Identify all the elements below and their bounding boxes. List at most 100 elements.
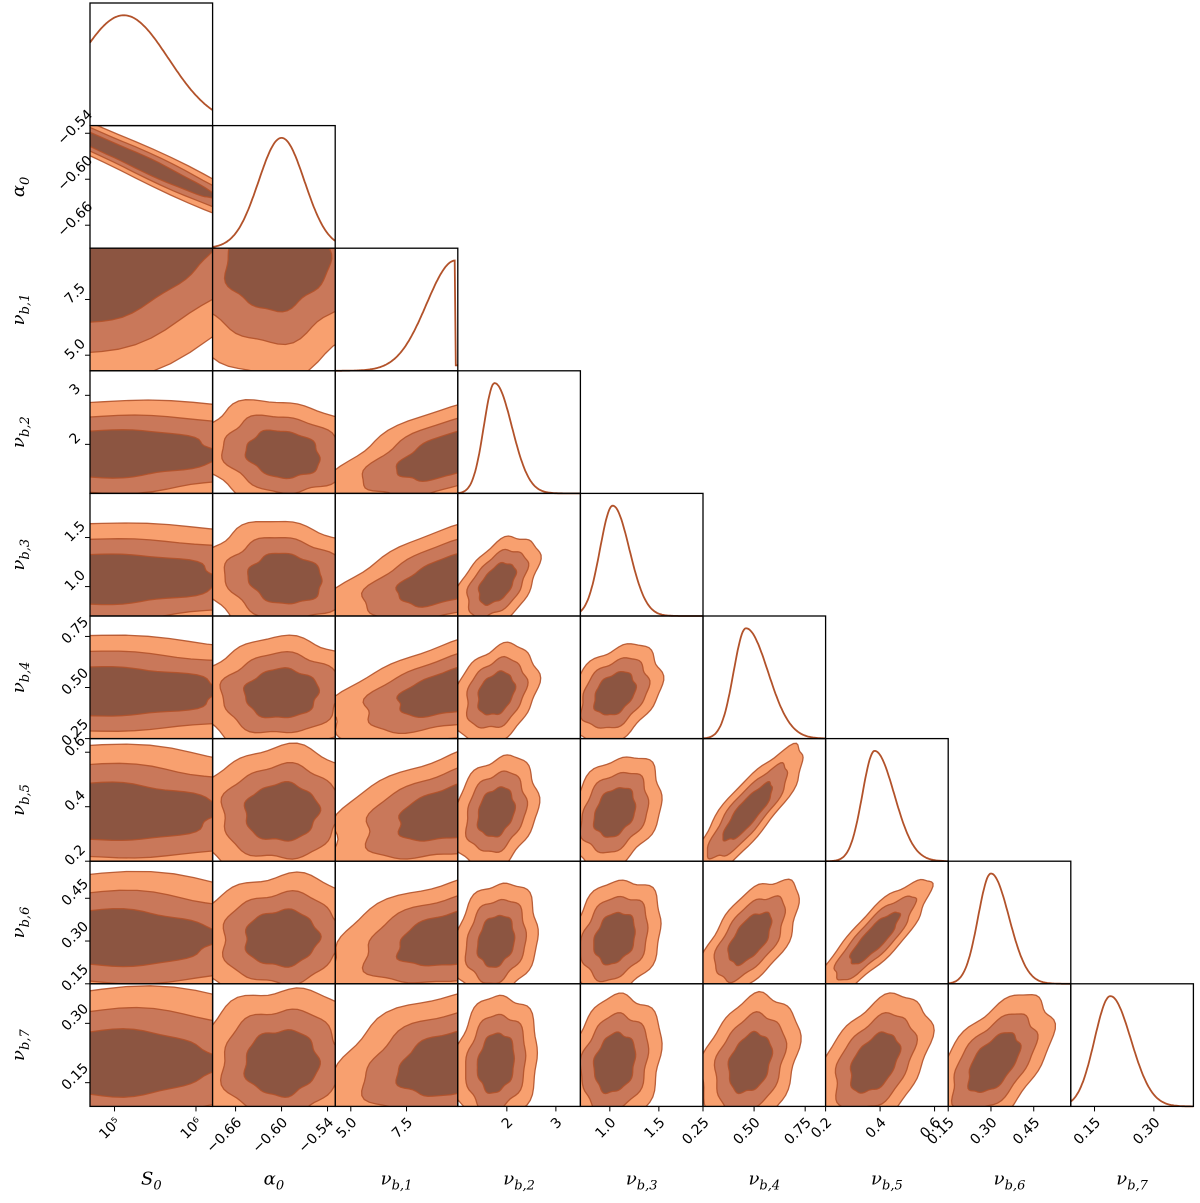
joint-alpha0-nu_b7 <box>211 983 336 1108</box>
joint-nu_b2-nu_b4 <box>457 615 582 740</box>
marginal-nu_b3 <box>579 492 704 617</box>
joint-S0-nu_b2 <box>89 370 214 495</box>
marginal-nu_b7 <box>1070 983 1195 1108</box>
y-tick-label: 1.5 <box>62 518 89 545</box>
contour-680 <box>243 1029 321 1099</box>
y-tick-label: 2 <box>67 430 85 448</box>
contour-680 <box>593 670 638 716</box>
panel-frame <box>947 983 1072 1108</box>
joint-nu_b5-nu_b6 <box>824 860 949 985</box>
joint-nu_b1-nu_b3 <box>334 492 459 617</box>
y-tick-label: 0.45 <box>59 876 92 909</box>
x-tick-label: −0.54 <box>295 1115 337 1157</box>
joint-nu_b4-nu_b6 <box>702 860 827 985</box>
marginal-nu_b2 <box>457 370 582 495</box>
joint-nu_b6-nu_b7 <box>947 983 1072 1108</box>
contour-680 <box>476 914 516 968</box>
x-axis-nu_b5: 0.2 0.4 0.6νb,5 <box>808 1106 944 1193</box>
x-axis-nu_b3: 1.0 1.5 νb,3 <box>592 1106 668 1193</box>
panel-frame <box>702 615 827 740</box>
x-axis-label-nu_b2: νb,2 <box>503 1168 535 1193</box>
marginal-S0 <box>89 2 214 127</box>
joint-nu_b3-nu_b6 <box>579 860 704 985</box>
contour-680 <box>243 780 322 842</box>
x-tick-label: 0.4 <box>863 1115 890 1142</box>
y-axis-label-alpha0: α0 <box>8 177 33 197</box>
y-tick-label: 0.2 <box>62 842 89 869</box>
marginal-nu_b1 <box>334 247 459 372</box>
contour-680 <box>90 907 213 968</box>
joint-alpha0-nu_b1 <box>211 247 336 372</box>
marginal-curve-nu_b6 <box>948 872 1071 985</box>
contour-680 <box>395 910 458 967</box>
y-axis-nu_b5: 0.20.40.6νb,5 <box>8 733 90 869</box>
panel-frame <box>457 370 582 495</box>
contour-680 <box>477 670 517 716</box>
joint-S0-nu_b1 <box>89 247 214 372</box>
x-axis-nu_b7: 0.15 0.30 νb,7 <box>1071 1106 1163 1193</box>
joint-nu_b1-nu_b5 <box>334 737 459 862</box>
y-tick-label: 0.30 <box>59 1001 92 1034</box>
y-axis-label-nu_b2: νb,2 <box>8 416 33 448</box>
joint-alpha0-nu_b2 <box>211 370 336 495</box>
y-tick-label: 0.4 <box>62 787 89 814</box>
y-tick-label: 3 <box>67 381 85 399</box>
x-axis-label-alpha0: α0 <box>264 1168 284 1193</box>
x-tick-label: 0.25 <box>679 1115 712 1148</box>
contour-680 <box>90 131 213 199</box>
contour-680 <box>848 911 902 965</box>
contour-680 <box>477 561 518 606</box>
contour-680 <box>244 908 322 968</box>
contour-680 <box>223 248 333 313</box>
y-tick-label: 5.0 <box>62 336 89 363</box>
contour-680 <box>593 911 636 966</box>
x-tick-label: 3 <box>548 1115 566 1133</box>
panel-frame <box>824 737 949 862</box>
marginal-curve-nu_b1 <box>335 259 458 372</box>
marginal-nu_b5 <box>824 737 949 863</box>
joint-nu_b5-nu_b7 <box>824 983 949 1108</box>
contour-680 <box>244 429 321 480</box>
joint-nu_b3-nu_b7 <box>579 983 704 1108</box>
joint-nu_b1-nu_b2 <box>334 370 459 495</box>
marginal-curve-nu_b2 <box>457 382 581 495</box>
joint-S0-nu_b7 <box>89 983 214 1108</box>
joint-nu_b3-nu_b4 <box>579 615 704 740</box>
marginal-curve-nu_b3 <box>579 504 703 617</box>
contour-680 <box>395 553 458 608</box>
joint-S0-nu_b4 <box>89 615 214 740</box>
marginal-curve-alpha0 <box>212 136 336 248</box>
contour-680 <box>849 1031 902 1094</box>
contour-680 <box>90 553 213 606</box>
y-tick-label: 0.75 <box>59 614 92 647</box>
y-axis-nu_b7: 0.15 0.30 νb,7 <box>8 1001 92 1094</box>
panel-frame <box>334 247 459 372</box>
joint-S0-nu_b3 <box>89 492 214 617</box>
contour-680 <box>90 1028 213 1098</box>
x-tick-label: 10⁶ <box>178 1114 206 1142</box>
x-axis-label-S0: S0 <box>141 1168 162 1193</box>
contour-680 <box>397 783 458 842</box>
x-axis-alpha0: −0.66 −0.60 −0.54 α0 <box>204 1106 337 1193</box>
x-tick-label: 7.5 <box>389 1115 416 1142</box>
contour-680 <box>727 911 773 967</box>
x-tick-label: 0.2 <box>808 1115 835 1142</box>
x-axis-label-nu_b6: νb,6 <box>994 1168 1026 1193</box>
x-tick-label: 0.30 <box>967 1115 1000 1148</box>
contour-680 <box>967 1032 1022 1094</box>
y-axis-nu_b6: 0.15 0.30 0.45 νb,6 <box>8 876 92 995</box>
y-axis-label-nu_b6: νb,6 <box>8 907 33 939</box>
x-tick-label: 2 <box>499 1115 517 1133</box>
x-axis-label-nu_b7: νb,7 <box>1116 1168 1148 1193</box>
joint-nu_b1-nu_b6 <box>334 860 459 985</box>
contour-680 <box>396 666 458 719</box>
joint-nu_b1-nu_b4 <box>334 615 459 740</box>
contour-680 <box>90 665 213 717</box>
x-tick-label: 1.5 <box>641 1115 668 1142</box>
marginal-alpha0 <box>211 124 336 249</box>
contour-680 <box>592 787 637 838</box>
contour-680 <box>395 1030 458 1097</box>
